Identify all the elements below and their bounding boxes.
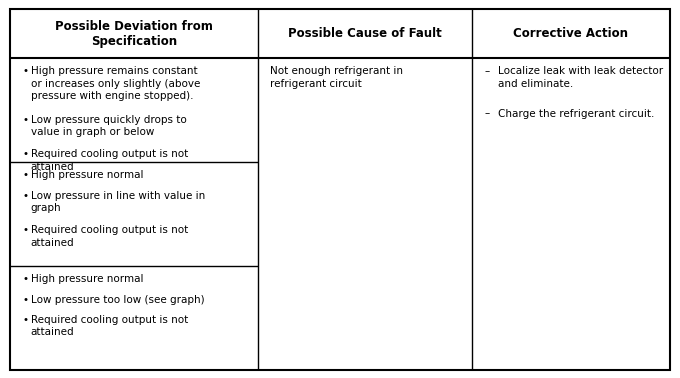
Text: High pressure remains constant
or increases only slightly (above
pressure with e: High pressure remains constant or increa… — [31, 67, 200, 101]
Text: High pressure normal: High pressure normal — [31, 170, 143, 180]
Text: •: • — [22, 294, 29, 305]
Text: •: • — [22, 149, 29, 160]
Text: Required cooling output is not
attained: Required cooling output is not attained — [31, 225, 188, 248]
Text: Required cooling output is not
attained: Required cooling output is not attained — [31, 315, 188, 337]
Text: –: – — [484, 108, 490, 119]
Text: Corrective Action: Corrective Action — [513, 27, 628, 40]
Text: •: • — [22, 67, 29, 76]
Text: High pressure normal: High pressure normal — [31, 274, 143, 284]
Text: Required cooling output is not
attained: Required cooling output is not attained — [31, 149, 188, 172]
Text: Not enough refrigerant in
refrigerant circuit: Not enough refrigerant in refrigerant ci… — [270, 67, 403, 89]
Text: •: • — [22, 115, 29, 125]
Text: Charge the refrigerant circuit.: Charge the refrigerant circuit. — [498, 108, 654, 119]
Text: •: • — [22, 170, 29, 180]
Text: •: • — [22, 315, 29, 325]
Text: Possible Cause of Fault: Possible Cause of Fault — [288, 27, 441, 40]
Text: •: • — [22, 191, 29, 201]
Text: Localize leak with leak detector
and eliminate.: Localize leak with leak detector and eli… — [498, 67, 663, 89]
Text: •: • — [22, 274, 29, 284]
Text: Low pressure quickly drops to
value in graph or below: Low pressure quickly drops to value in g… — [31, 115, 186, 137]
Text: Low pressure in line with value in
graph: Low pressure in line with value in graph — [31, 191, 205, 213]
Text: Possible Deviation from
Specification: Possible Deviation from Specification — [55, 20, 213, 48]
Text: Low pressure too low (see graph): Low pressure too low (see graph) — [31, 294, 204, 305]
Text: •: • — [22, 225, 29, 235]
Text: –: – — [484, 67, 490, 76]
